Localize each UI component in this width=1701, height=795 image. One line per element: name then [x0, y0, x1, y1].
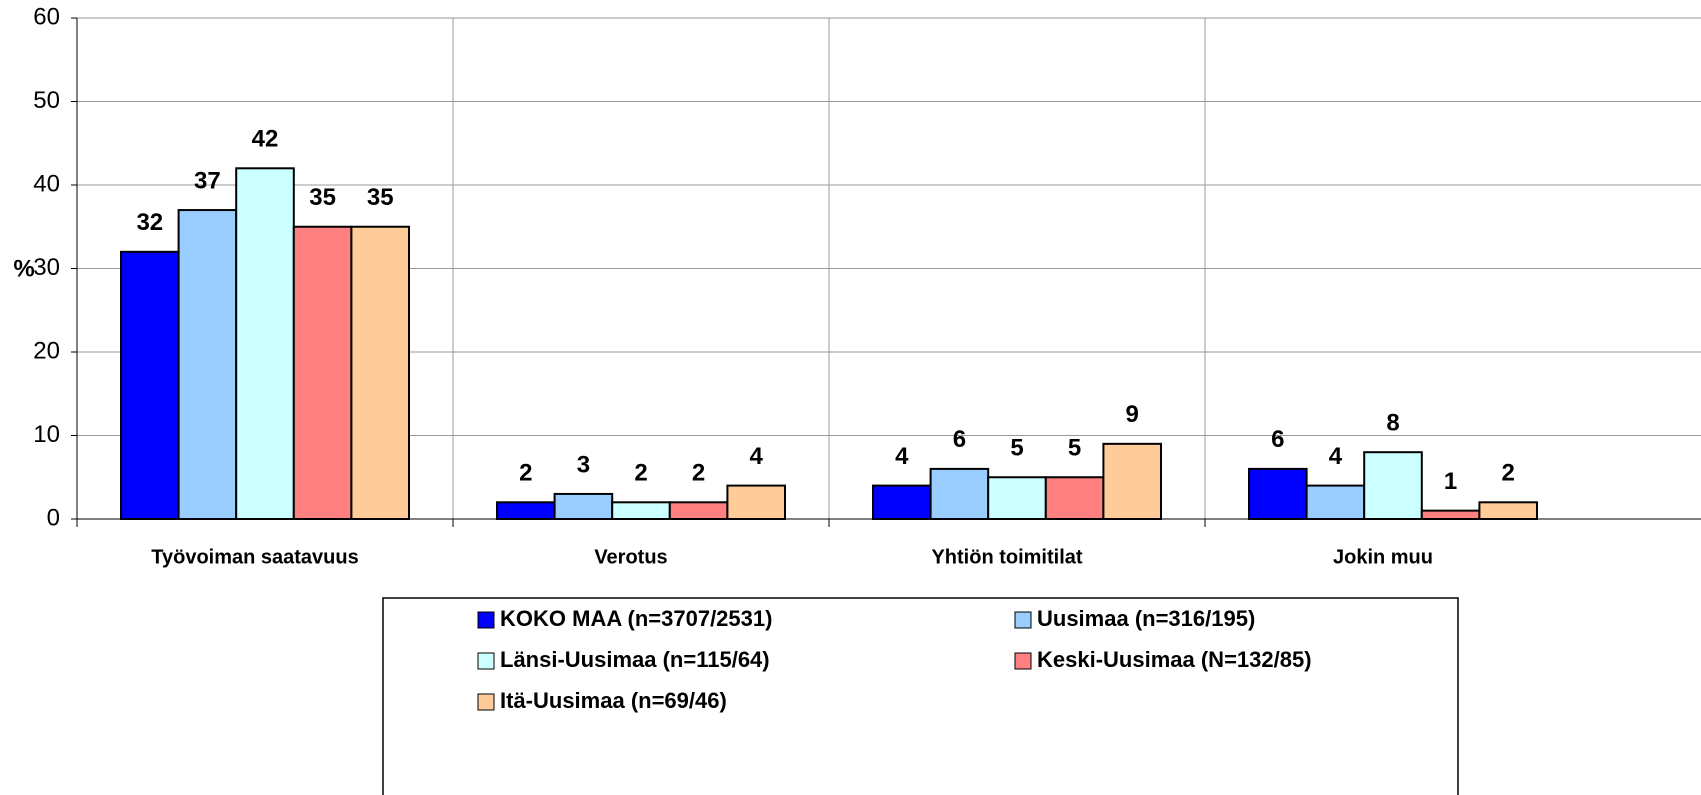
data-label: 3	[577, 451, 590, 478]
data-label: 37	[194, 167, 221, 194]
data-label: 2	[519, 460, 532, 487]
y-axis-label: %	[13, 255, 34, 282]
bar	[292, 225, 353, 520]
bar	[1478, 501, 1539, 520]
x-tick-label: Yhtiön toimitilat	[931, 546, 1082, 568]
legend-label: KOKO MAA (n=3707/2531)	[500, 606, 772, 631]
legend-swatch	[477, 611, 495, 629]
data-label: 35	[367, 184, 394, 211]
data-label: 1	[1444, 468, 1457, 495]
legend-swatch	[477, 693, 495, 711]
legend-box	[382, 597, 1459, 795]
bar	[120, 250, 180, 521]
data-label: 4	[895, 443, 909, 470]
bar	[929, 467, 990, 520]
data-label: 2	[692, 460, 705, 487]
data-label: 5	[1068, 435, 1081, 462]
data-label: 42	[252, 126, 279, 153]
bar	[1102, 442, 1163, 521]
bar	[668, 501, 729, 520]
data-label: 32	[136, 209, 163, 236]
data-label: 4	[750, 443, 764, 470]
bar	[1248, 467, 1308, 520]
y-tick-label: 0	[47, 504, 60, 531]
bar	[1305, 484, 1366, 521]
bar	[496, 501, 556, 520]
y-tick-label: 40	[33, 170, 60, 197]
bar	[872, 484, 932, 521]
data-label: 8	[1386, 410, 1399, 437]
bar	[350, 225, 410, 520]
y-tick-label: 50	[33, 87, 60, 114]
data-label: 6	[1271, 426, 1284, 453]
legend-swatch	[1014, 652, 1032, 670]
y-tick-label: 20	[33, 337, 60, 364]
y-tick-label: 30	[33, 254, 60, 281]
bar	[1363, 451, 1423, 521]
data-label: 35	[309, 184, 336, 211]
legend-label: Uusimaa (n=316/195)	[1037, 606, 1255, 631]
legend-label: Keski-Uusimaa (N=132/85)	[1037, 647, 1312, 672]
data-label: 2	[634, 460, 647, 487]
x-tick-label: Jokin muu	[1333, 546, 1433, 568]
y-tick-label: 60	[33, 3, 60, 30]
bar	[987, 476, 1047, 520]
bar	[1044, 476, 1105, 520]
bar	[177, 209, 238, 521]
bar	[1420, 509, 1481, 520]
x-tick-label: Työvoiman saatavuus	[151, 546, 358, 568]
bar	[611, 501, 671, 520]
data-label: 9	[1126, 401, 1139, 428]
bar	[235, 167, 295, 521]
legend-label: Itä-Uusimaa (n=69/46)	[500, 688, 727, 713]
x-tick-label: Verotus	[594, 546, 667, 568]
data-label: 5	[1010, 435, 1023, 462]
data-label: 6	[953, 426, 966, 453]
data-label: 2	[1502, 460, 1515, 487]
legend-swatch	[477, 652, 495, 670]
y-tick-label: 10	[33, 421, 60, 448]
legend-swatch	[1014, 611, 1032, 629]
bar	[553, 492, 614, 521]
bar	[726, 484, 787, 521]
data-label: 4	[1329, 443, 1343, 470]
legend-label: Länsi-Uusimaa (n=115/64)	[500, 647, 770, 672]
